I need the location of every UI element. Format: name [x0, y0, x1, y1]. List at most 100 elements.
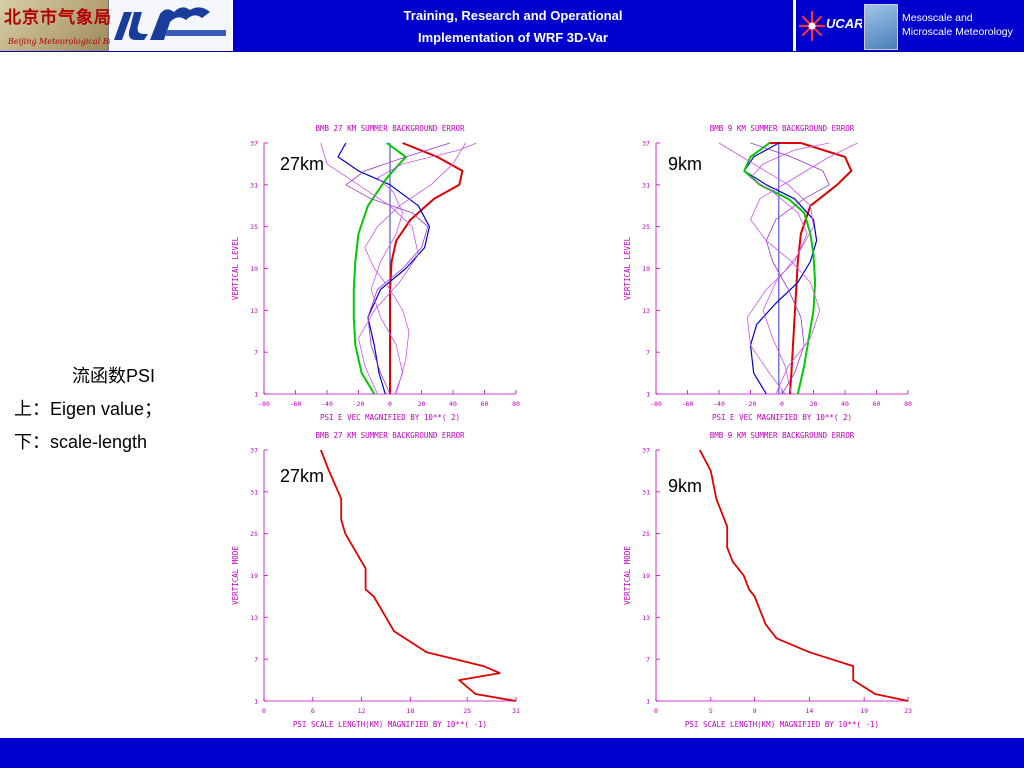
chart-scale-length-27km: BMB 27 KM SUMMER BACKGROUND ERROR 1 7 13 19 2… — [231, 431, 520, 729]
y-tick-label: 25 — [642, 223, 650, 231]
series-line-red-0 — [699, 449, 909, 702]
x-tick-label: 20 — [418, 400, 426, 408]
chart-title: BMB 27 KM SUMMER BACKGROUND ERROR — [315, 124, 464, 133]
chart-title: BMB 27 KM SUMMER BACKGROUND ERROR — [315, 431, 464, 440]
x-tick-label: -20 — [353, 400, 365, 408]
y-tick-label: 31 — [250, 181, 258, 189]
x-tick-label: 5 — [709, 707, 713, 715]
km-label-9km-bottom: 9km — [668, 476, 703, 496]
y-tick-label: 19 — [250, 265, 258, 273]
ucar-logo: UCAR — [796, 0, 864, 51]
mmm-logo-line1: Mesoscale and — [902, 12, 973, 24]
bmb-logo-main-text: 北京市气象局 — [4, 8, 112, 28]
x-tick-label: 40 — [449, 400, 457, 408]
y-tick-label: 19 — [250, 572, 258, 580]
iuw-logo — [110, 0, 232, 51]
x-tick-label: 23 — [904, 707, 912, 715]
y-tick-label: 31 — [642, 488, 650, 496]
mmm-logo-line2: Microscale Meteorology — [902, 26, 1013, 38]
series-line-red-0 — [769, 142, 853, 395]
y-tick-label: 25 — [250, 223, 258, 231]
y-tick-label: 1 — [254, 391, 258, 399]
x-axis-label: PSI E VEC MAGNIFIED BY 10**( 2) — [712, 413, 852, 422]
series-line-purple-3 — [345, 142, 451, 395]
x-tick-label: 25 — [463, 707, 471, 715]
x-tick-label: 20 — [810, 400, 818, 408]
ucar-star-icon — [798, 10, 826, 42]
x-tick-label: 9 — [753, 707, 757, 715]
ucar-logo-text: UCAR — [826, 16, 864, 31]
header-title-line1: Training, Research and Operational — [403, 8, 623, 23]
x-axis-label: PSI E VEC MAGNIFIED BY 10**( 2) — [320, 413, 460, 422]
x-tick-label: -60 — [682, 400, 694, 408]
x-tick-label: -40 — [321, 400, 333, 408]
header-banner: 北京市气象局 Beijing Meteorological Bureau Tra… — [0, 0, 1024, 52]
x-tick-label: -60 — [290, 400, 302, 408]
series-line-violet-4 — [370, 142, 477, 395]
x-tick-label: 0 — [262, 707, 266, 715]
y-tick-label: 13 — [642, 307, 650, 315]
series-line-violet-5 — [364, 142, 466, 395]
header-divider — [0, 51, 1024, 52]
series-line-violet-6 — [320, 142, 419, 395]
bmb-logo-sub-text: Beijing Meteorological Bureau — [8, 37, 133, 46]
series-line-violet-5 — [750, 142, 858, 395]
side-caption-psi: 流函数PSI — [72, 366, 156, 386]
series-line-blue-1 — [337, 142, 430, 395]
y-tick-label: 37 — [642, 447, 650, 455]
footer-bar — [0, 738, 1024, 768]
chart-eigenvector-9km: BMB 9 KM SUMMER BACKGROUND ERROR 1 7 13 19 25… — [623, 124, 912, 422]
header-title: Training, Research and Operational Imple… — [233, 0, 793, 51]
side-caption-eigen-value: 上：Eigen value； — [14, 399, 163, 419]
km-label-27km-bottom: 27km — [280, 466, 325, 486]
km-label-27km-top: 27km — [280, 154, 325, 174]
x-tick-label: -80 — [258, 400, 270, 408]
side-caption: 流函数PSI 上：Eigen value； 下：scale-length — [14, 360, 162, 459]
x-tick-label: 0 — [780, 400, 784, 408]
x-tick-label: 6 — [311, 707, 315, 715]
km-label-9km-top: 9km — [668, 154, 703, 174]
x-tick-label: 80 — [512, 400, 520, 408]
y-tick-label: 37 — [250, 447, 258, 455]
y-tick-label: 19 — [642, 572, 650, 580]
series-line-red-0 — [320, 449, 517, 702]
x-tick-label: 18 — [406, 707, 414, 715]
y-tick-label: 31 — [250, 488, 258, 496]
y-tick-label: 25 — [642, 530, 650, 538]
y-tick-label: 13 — [250, 307, 258, 315]
chart-scale-length-9km: BMB 9 KM SUMMER BACKGROUND ERROR 1 7 13 19 25… — [623, 431, 912, 729]
x-tick-label: 60 — [481, 400, 489, 408]
x-tick-label: 80 — [904, 400, 912, 408]
y-axis-label: VERTICAL MODE — [623, 546, 632, 605]
x-tick-label: 0 — [388, 400, 392, 408]
mmm-logo: Mesoscale and Microscale Meteorology — [862, 0, 1024, 51]
y-tick-label: 13 — [250, 614, 258, 622]
x-tick-label: 0 — [654, 707, 658, 715]
y-tick-label: 37 — [642, 140, 650, 148]
y-tick-label: 7 — [646, 656, 650, 664]
series-line-violet-4 — [746, 142, 830, 395]
x-tick-label: 60 — [873, 400, 881, 408]
chart-title: BMB 9 KM SUMMER BACKGROUND ERROR — [710, 431, 855, 440]
mmm-logo-text: Mesoscale and Microscale Meteorology — [902, 11, 1013, 39]
side-caption-scale-length: 下：scale-length — [14, 432, 148, 452]
x-tick-label: 14 — [805, 707, 813, 715]
bmb-logo: 北京市气象局 Beijing Meteorological Bureau — [0, 0, 132, 51]
series-line-red-0 — [389, 142, 464, 394]
y-tick-label: 13 — [642, 614, 650, 622]
x-tick-label: -80 — [650, 400, 662, 408]
series-line-green-2 — [352, 142, 407, 395]
series-line-violet-6 — [718, 142, 814, 395]
x-axis-label: PSI SCALE LENGTH(KM) MAGNIFIED BY 10**( … — [293, 720, 487, 729]
y-tick-label: 1 — [646, 698, 650, 706]
x-tick-label: -40 — [713, 400, 725, 408]
x-tick-label: 19 — [860, 707, 868, 715]
y-axis-label: VERTICAL LEVEL — [623, 236, 632, 300]
x-axis-label: PSI SCALE LENGTH(KM) MAGNIFIED BY 10**( … — [685, 720, 879, 729]
series-line-green-2 — [743, 142, 817, 395]
chart-eigenvector-27km: BMB 27 KM SUMMER BACKGROUND ERROR 1 7 13 19 2… — [231, 124, 520, 422]
y-tick-label: 7 — [646, 349, 650, 357]
y-tick-label: 1 — [646, 391, 650, 399]
y-tick-label: 31 — [642, 181, 650, 189]
y-tick-label: 7 — [254, 656, 258, 664]
